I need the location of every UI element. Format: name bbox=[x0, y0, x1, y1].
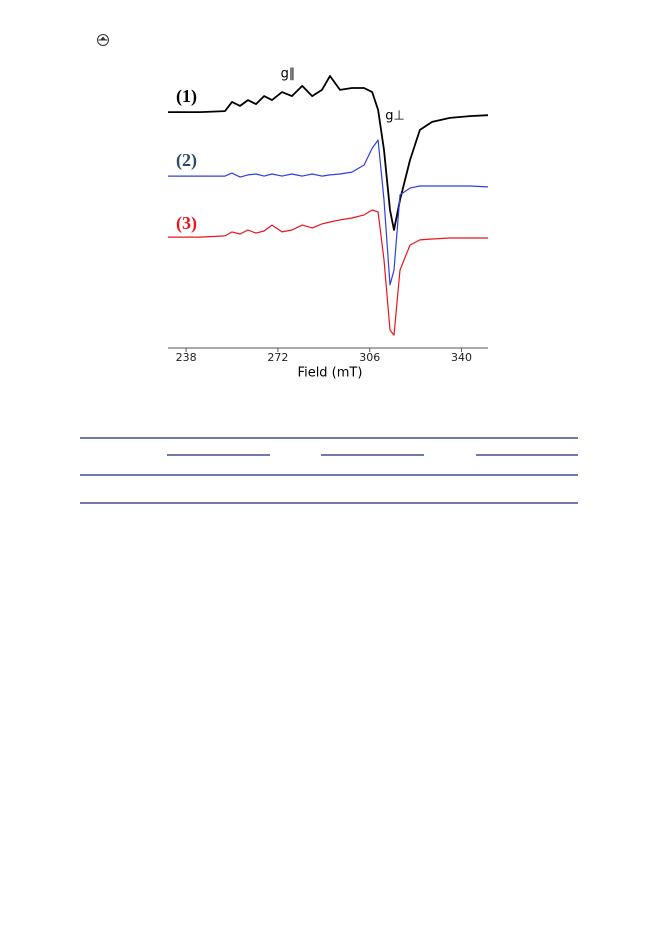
spectrum-line bbox=[168, 139, 489, 286]
series-label: (3) bbox=[176, 213, 197, 234]
series-label: (1) bbox=[176, 86, 197, 107]
annotation: g∥ bbox=[281, 67, 296, 82]
icon-mark bbox=[100, 36, 106, 40]
series-label: (2) bbox=[176, 150, 197, 171]
spectrum-line bbox=[168, 209, 488, 336]
icon-circle bbox=[97, 34, 109, 46]
x-tick-label: 340 bbox=[451, 351, 472, 364]
x-tick-label: 272 bbox=[267, 351, 288, 364]
x-tick-label: 238 bbox=[176, 351, 197, 364]
annotation: g⊥ bbox=[385, 109, 405, 124]
x-tick-label: 306 bbox=[359, 351, 380, 364]
spectrum-line bbox=[168, 75, 489, 231]
header-icon bbox=[97, 34, 109, 46]
x-axis-label: Field (mT) bbox=[298, 366, 363, 381]
table-rules bbox=[80, 437, 578, 504]
